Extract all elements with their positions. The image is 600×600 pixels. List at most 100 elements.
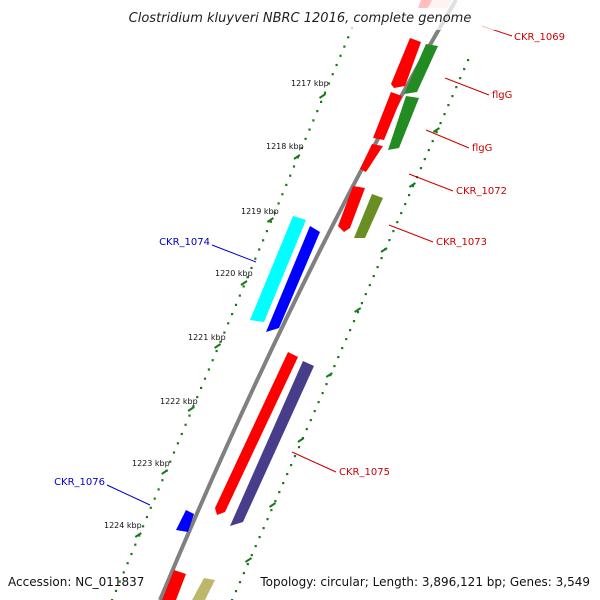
gene-features [162,0,452,600]
kbp-label: 1224 kbp [104,521,142,530]
outer-guide-dot [250,266,253,270]
outer-guide-dot [161,479,164,482]
inner-guide-dot [423,158,426,161]
gene-ckr-1073 [338,186,365,232]
gene-ckr-1074-cyan [250,216,306,322]
outer-guide-dot [254,257,257,260]
inner-guide-dot [360,302,363,305]
gene-ckr-1073-olive [354,194,383,238]
inner-guide-dot [293,455,297,458]
outer-guide-dot [269,220,272,223]
inner-guide-dot [404,203,407,206]
kbp-label: 1220 kbp [215,269,253,278]
gene-ckr-1074 [266,226,320,332]
outer-guide-dot [308,128,311,131]
outer-tick [266,217,274,223]
label-connector [408,173,454,192]
inner-guide-dot [392,230,395,233]
inner-guide-dot [313,410,316,413]
outer-guide-dot [223,331,226,334]
topology-text: Topology: circular; Length: 3,896,121 bp… [259,575,590,589]
outer-guide-dot [343,45,346,48]
inner-guide-dot [286,473,289,476]
inner-guide-dot [325,383,328,386]
inner-guide-dot [337,356,340,359]
outer-guide-dot [285,183,288,186]
outer-guide-dot [265,230,268,233]
gene-ckr-1076 [176,510,194,532]
inner-guide-dot [317,401,320,404]
outer-guide-dot [142,525,145,528]
outer-guide-dot [114,589,118,592]
inner-guide-dot [333,365,336,368]
outer-guide-dot [219,340,222,343]
inner-guide-dot [274,500,277,503]
inner-guide-dot [258,536,261,539]
outer-guide-dot [312,119,315,122]
gene-label: CKR_1069 [514,32,565,43]
inner-tick [297,437,305,443]
inner-guide-dot [364,293,367,296]
inner-guide-dot [290,464,293,467]
gene-flgg-green-1 [404,44,438,94]
gene-labels: CKR_1069 flgG flgG CKR_1072 CKR_1073 CKR_1074… [54,25,565,506]
inner-guide-dot [266,518,269,521]
inner-guide-dot [451,95,454,98]
kbp-label: 1223 kbp [132,459,170,468]
outer-guide-dot [180,432,183,436]
gene-bottom-khaki [192,578,215,600]
inner-guide-dot [356,311,360,314]
label-connector [291,451,337,473]
outer-guide-dot [292,165,296,168]
outer-guide-dot [320,100,323,103]
outer-guide-dot [331,73,334,76]
inner-guide-dot [380,257,383,260]
inner-guide-dot [431,140,434,143]
outer-guide-dot [200,386,203,389]
gene-ckr-1075 [215,352,298,515]
inner-guide-dot [372,275,375,278]
inner-guide-dot [321,392,324,395]
kbp-label: 1221 kbp [188,333,226,342]
label-connector [425,129,470,149]
inner-guide-dot [388,239,391,242]
title-backdrop [0,0,600,30]
outer-guide-dot [347,36,350,39]
outer-guide-dot [207,368,210,371]
outer-guide-dot [289,174,292,177]
inner-guide-dot [455,86,458,89]
outer-guide-dot [130,552,133,556]
gene-label: CKR_1073 [436,237,487,248]
outer-guide-dot [262,239,265,242]
label-connector [211,244,257,263]
outer-guide-dot [169,460,172,463]
inner-guide-dot [246,563,249,566]
gene-label: flgG [472,143,492,154]
inner-guide-dot [297,446,301,449]
inner-tick [432,127,440,133]
outer-guide-dot [184,423,187,426]
inner-guide-dot [427,149,430,152]
outer-tick [318,93,327,99]
outer-guide-dot [153,497,156,500]
inner-guide-dot [467,59,470,62]
inner-guide-dot [282,482,285,485]
outer-guide-dot [215,349,218,353]
outer-tick [293,154,301,160]
outer-guide-dot [203,377,207,380]
inner-guide-dot [341,347,344,350]
gene-flgg-1 [391,38,421,88]
outer-guide-dot [211,359,214,362]
inner-guide-dot [447,104,450,107]
kbp-label: 1218 kbp [266,142,304,151]
outer-guide-dot [281,193,284,196]
outer-guide-dot [327,82,330,85]
outer-guide-dot [273,211,276,214]
outer-guide-dot [339,54,342,57]
inner-guide-dot [463,68,466,71]
outer-guide-dot [246,276,249,279]
outer-guide-dot [258,248,261,251]
inner-guide-dot [242,572,245,575]
outer-guide-dot [122,571,125,574]
gene-flgg-2 [373,92,402,140]
